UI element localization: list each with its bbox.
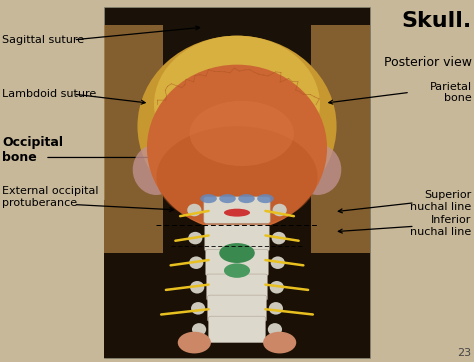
Ellipse shape [224, 209, 250, 216]
Text: Occipital
bone: Occipital bone [2, 136, 64, 164]
FancyBboxPatch shape [104, 201, 370, 358]
FancyBboxPatch shape [206, 249, 268, 276]
FancyBboxPatch shape [208, 295, 266, 321]
FancyBboxPatch shape [104, 25, 163, 253]
Ellipse shape [268, 323, 282, 336]
Ellipse shape [257, 194, 274, 203]
Ellipse shape [190, 281, 204, 294]
Ellipse shape [192, 323, 206, 336]
Ellipse shape [154, 36, 320, 173]
Ellipse shape [133, 144, 180, 195]
Ellipse shape [272, 232, 286, 244]
Ellipse shape [187, 204, 201, 216]
Text: 23: 23 [457, 348, 472, 358]
Text: Posterior view: Posterior view [383, 56, 472, 69]
FancyBboxPatch shape [209, 316, 265, 342]
Ellipse shape [147, 65, 327, 231]
Ellipse shape [269, 302, 283, 315]
Ellipse shape [271, 256, 285, 269]
Ellipse shape [191, 302, 205, 315]
Ellipse shape [178, 332, 211, 353]
Ellipse shape [188, 232, 202, 244]
FancyBboxPatch shape [205, 225, 269, 251]
Ellipse shape [224, 264, 250, 278]
Text: Inferior
nuchal line: Inferior nuchal line [410, 215, 472, 237]
Text: Parietal
bone: Parietal bone [429, 81, 472, 103]
Ellipse shape [200, 194, 217, 203]
FancyBboxPatch shape [207, 274, 267, 300]
FancyBboxPatch shape [175, 211, 299, 358]
Ellipse shape [156, 126, 318, 228]
Text: Lambdoid suture: Lambdoid suture [2, 89, 97, 99]
Ellipse shape [270, 281, 284, 294]
Text: Superior
nuchal line: Superior nuchal line [410, 190, 472, 212]
FancyBboxPatch shape [104, 7, 370, 358]
Ellipse shape [189, 256, 203, 269]
Text: External occipital
protuberance: External occipital protuberance [2, 186, 99, 208]
Ellipse shape [137, 36, 337, 217]
Text: Skull.: Skull. [401, 11, 472, 31]
Ellipse shape [219, 243, 255, 263]
Ellipse shape [238, 194, 255, 203]
Ellipse shape [273, 204, 287, 216]
FancyBboxPatch shape [311, 25, 370, 253]
Ellipse shape [219, 194, 236, 203]
Ellipse shape [294, 144, 341, 195]
Text: Sagittal suture: Sagittal suture [2, 35, 84, 45]
FancyBboxPatch shape [204, 197, 270, 223]
Ellipse shape [263, 332, 296, 353]
Ellipse shape [190, 101, 294, 166]
